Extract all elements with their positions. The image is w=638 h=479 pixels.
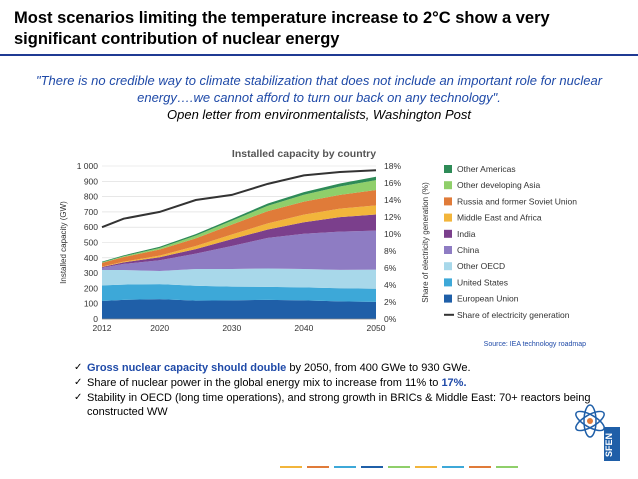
legend-swatch bbox=[444, 213, 452, 222]
title-divider bbox=[0, 54, 638, 56]
share-line bbox=[101, 169, 377, 229]
legend-label: United States bbox=[457, 277, 508, 287]
quote-block: "There is no credible way to climate sta… bbox=[20, 72, 618, 123]
legend-label: European Union bbox=[457, 294, 519, 304]
legend-label: Share of electricity generation bbox=[457, 310, 570, 320]
x-tick-label: 2050 bbox=[367, 323, 386, 333]
quote-text: "There is no credible way to climate sta… bbox=[35, 73, 603, 105]
bullet-highlight: Gross nuclear capacity should double bbox=[87, 362, 287, 374]
bullet-item: ✓ Gross nuclear capacity should double by… bbox=[74, 361, 594, 375]
bullet-text: by 2050, from 400 GWe to 930 GWe. bbox=[286, 362, 471, 374]
y-tick-label: 900 bbox=[84, 176, 98, 186]
y2-tick-label: 12% bbox=[384, 212, 401, 222]
y2-tick-label: 16% bbox=[384, 178, 401, 188]
y2-tick-label: 2% bbox=[384, 297, 397, 307]
legend-swatch bbox=[444, 262, 452, 271]
y2-tick-label: 6% bbox=[384, 263, 397, 273]
quote-source: Open letter from environmentalists, Wash… bbox=[167, 107, 471, 122]
y-tick-label: 1 000 bbox=[77, 161, 99, 171]
logo-text: SFEN bbox=[604, 433, 614, 457]
legend-label: Russia and former Soviet Union bbox=[457, 196, 577, 206]
area-other-developing-asia bbox=[102, 180, 376, 263]
bullet-item: ✓ Stability in OECD (long time operations… bbox=[74, 391, 594, 419]
sfen-logo: SFEN bbox=[575, 404, 620, 461]
legend-label: Other OECD bbox=[457, 261, 505, 271]
y-tick-label: 500 bbox=[84, 238, 98, 248]
decorative-stripe bbox=[280, 455, 550, 468]
slide-title: Most scenarios limiting the temperature … bbox=[14, 9, 550, 48]
y-tick-label: 100 bbox=[84, 299, 98, 309]
x-tick-label: 2030 bbox=[222, 323, 241, 333]
y-tick-label: 600 bbox=[84, 222, 98, 232]
legend-swatch bbox=[444, 165, 452, 173]
bullet-highlight: 17%. bbox=[441, 377, 467, 389]
legend-label: Other Americas bbox=[457, 164, 516, 174]
area-china bbox=[102, 230, 376, 271]
y-tick-label: 400 bbox=[84, 253, 98, 263]
x-tick-label: 2020 bbox=[150, 323, 169, 333]
legend-label: Other developing Asia bbox=[457, 180, 540, 190]
legend-swatch bbox=[444, 229, 452, 238]
area-middle-east-and-africa bbox=[102, 205, 376, 267]
y-tick-label: 0 bbox=[93, 314, 98, 324]
y-tick-label: 200 bbox=[84, 283, 98, 293]
legend-swatch bbox=[444, 197, 452, 206]
chart-container: 0 100 200 300 400 500 600 700 800 900 1 000 0% 2% 4% 6… bbox=[54, 136, 594, 351]
area-india bbox=[102, 214, 376, 268]
chart-title: Installed capacity by country bbox=[231, 148, 377, 160]
legend-label: China bbox=[457, 245, 479, 255]
area-united-states bbox=[102, 284, 376, 302]
y-tick-label: 800 bbox=[84, 192, 98, 202]
check-icon: ✓ bbox=[74, 362, 83, 373]
x-tick-label: 2012 bbox=[93, 323, 112, 333]
legend-swatch bbox=[444, 181, 452, 190]
y2-tick-label: 0% bbox=[384, 314, 397, 324]
bullet-text: Stability in OECD (long time operations)… bbox=[87, 392, 591, 418]
y2-axis-label: Share of electricity generation (%) bbox=[421, 182, 430, 303]
y2-tick-label: 18% bbox=[384, 161, 401, 171]
legend-label: India bbox=[457, 229, 476, 239]
atom-icon bbox=[575, 404, 605, 438]
chart-source: Source: IEA technology roadmap bbox=[483, 341, 586, 348]
bullet-text: Share of nuclear power in the global ene… bbox=[87, 377, 442, 389]
legend-swatch bbox=[444, 294, 452, 303]
x-tick-label: 2040 bbox=[294, 323, 313, 333]
y-tick-label: 700 bbox=[84, 207, 98, 217]
area-russia-and-former-soviet-union bbox=[102, 190, 376, 267]
y2-tick-label: 4% bbox=[384, 280, 397, 290]
bullet-list: ✓ Gross nuclear capacity should double by… bbox=[74, 361, 594, 420]
capacity-chart: 0 100 200 300 400 500 600 700 800 900 1 000 0% 2% 4% 6… bbox=[59, 161, 577, 333]
y2-tick-label: 10% bbox=[384, 229, 401, 239]
y-tick-label: 300 bbox=[84, 268, 98, 278]
legend-label: Middle East and Africa bbox=[457, 213, 542, 223]
area-european-union bbox=[102, 299, 376, 319]
check-icon: ✓ bbox=[74, 392, 83, 403]
legend-swatch bbox=[444, 278, 452, 287]
area-other-oecd bbox=[102, 268, 376, 289]
legend-swatch bbox=[444, 246, 452, 254]
y2-tick-label: 8% bbox=[384, 246, 397, 256]
y-axis-label: Installed capacity (GW) bbox=[59, 201, 68, 284]
y2-tick-label: 14% bbox=[384, 195, 401, 205]
check-icon: ✓ bbox=[74, 377, 83, 388]
bullet-item: ✓ Share of nuclear power in the global en… bbox=[74, 376, 594, 390]
